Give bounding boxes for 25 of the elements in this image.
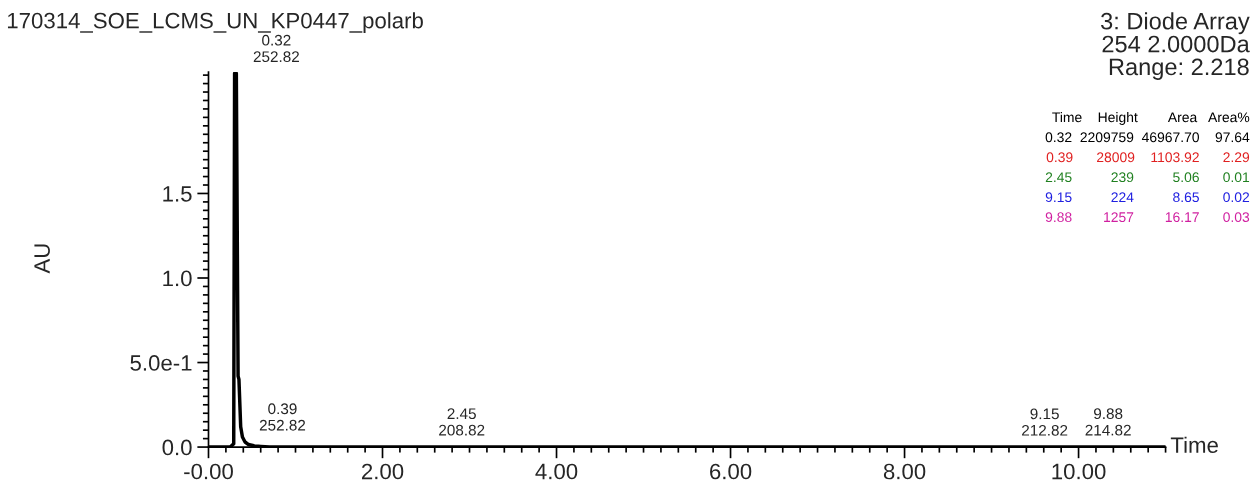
- x-tick-label: 2.00: [362, 463, 404, 480]
- x-tick-label: 10.00: [1052, 463, 1106, 480]
- annotation: 2.45 208.82: [439, 408, 485, 436]
- annotation: 9.88 1257 16.17 0.03: [1045, 212, 1250, 223]
- annotation: 9.88 214.82: [1085, 408, 1131, 436]
- chart-subtitle: 3: Diode Array 254 2.0000Da Range: 2.218: [1101, 12, 1250, 80]
- y-axis-title: AU: [34, 244, 50, 274]
- annotation: 0.39 252.82: [259, 403, 306, 431]
- annotation: 0.32 2209759 46967.70 97.64: [1045, 132, 1250, 143]
- annotation: 2.45 239 5.06 0.01: [1045, 172, 1250, 183]
- x-axis-title: Time: [1170, 436, 1218, 454]
- chart-title: 170314_SOE_LCMS_UN_KP0447_polarb: [7, 12, 423, 33]
- y-tick-label: 1.0: [163, 270, 192, 287]
- x-tick-label: 8.00: [883, 463, 926, 480]
- annotation: Time Height Area Area%: [1052, 112, 1250, 125]
- annotation: 9.15 224 8.65 0.02: [1045, 192, 1250, 203]
- x-tick-label: 6.00: [710, 463, 752, 480]
- x-tick-label: 4.00: [535, 463, 578, 480]
- annotation: 0.39 28009 1103.92 2.29: [1046, 152, 1250, 163]
- y-tick-label: 0.0: [162, 439, 192, 456]
- annotation: 9.15 212.82: [1022, 408, 1068, 436]
- x-tick-label: -0.00: [184, 463, 233, 480]
- annotation: 0.32 252.82: [253, 34, 299, 63]
- y-tick-label: 5.0e-1: [130, 355, 192, 371]
- y-tick-label: 1.5: [163, 186, 192, 202]
